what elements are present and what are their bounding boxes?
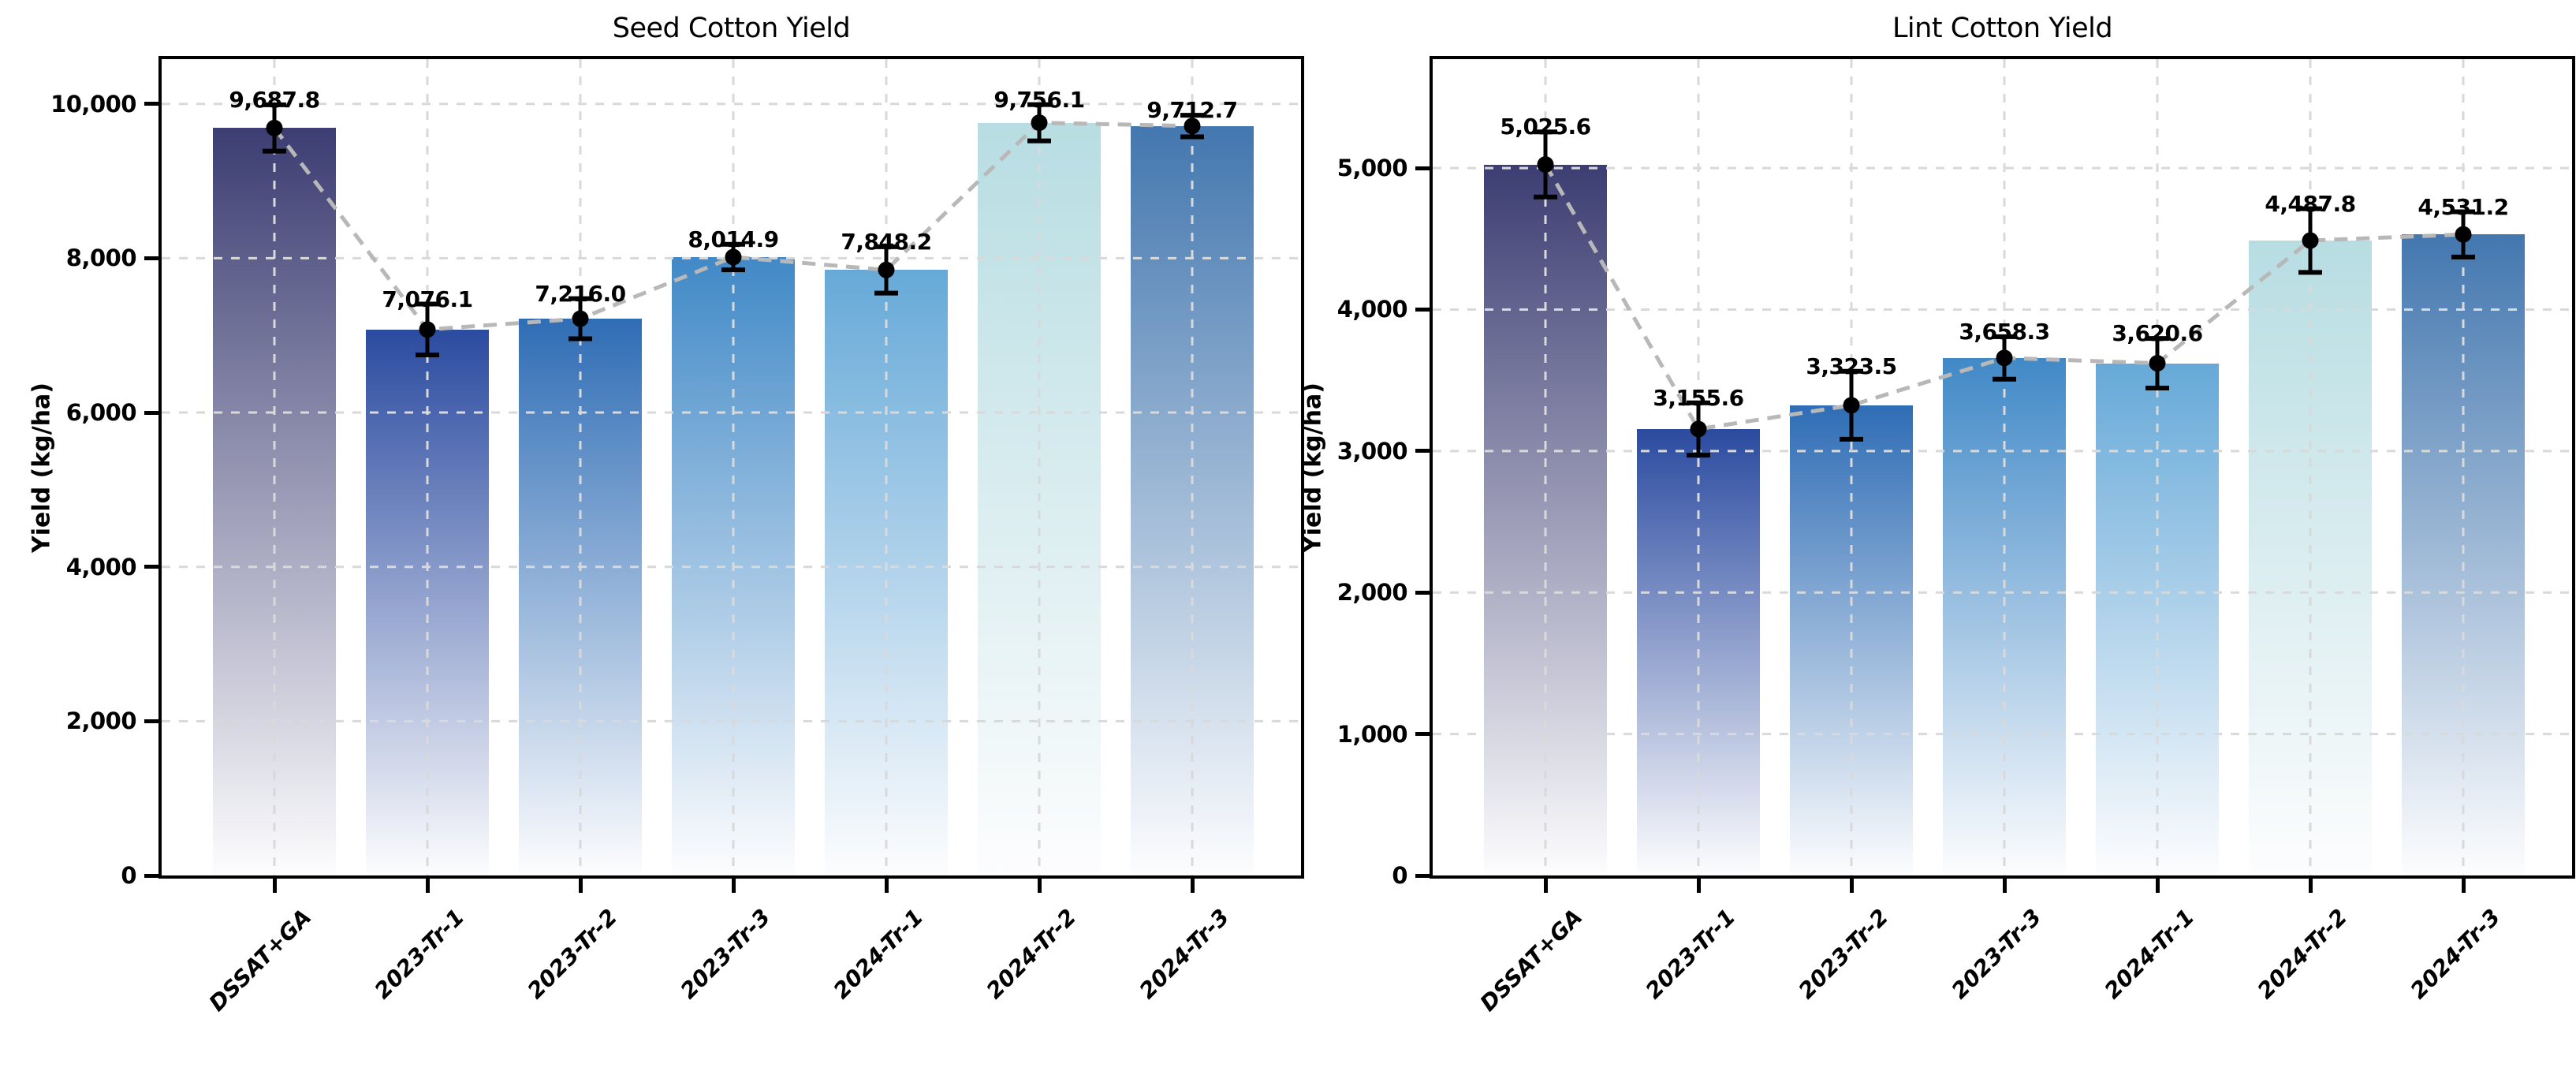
lint-chart-title: Lint Cotton Yield [1892, 13, 2113, 44]
mean-dot-2023-Tr-2 [1843, 397, 1860, 414]
seed-cotton-yield-panel: Seed Cotton Yield Yield (kg/ha) 9,687.8 7… [28, 13, 1304, 1017]
mean-dot-DSSAT+GA [1537, 156, 1554, 174]
y-tick-mark-6000 [144, 410, 158, 415]
x-tick-label-DSSAT+GA: DSSAT+GA [1474, 904, 1588, 1017]
y-tick-mark-8000 [144, 256, 158, 260]
bar-value-label-2023-Tr-2: 7,216.0 [535, 280, 626, 307]
y-tick-label-0: 0 [1392, 862, 1407, 889]
mean-dot-2024-Tr-2 [2302, 232, 2319, 249]
bar-value-label-2024-Tr-2: 9,756.1 [993, 86, 1085, 113]
mean-dot-2023-Tr-2 [572, 310, 589, 327]
bar-value-label-2023-Tr-3: 3,658.3 [1959, 318, 2050, 345]
lint-plot-area: 5,025.6 3,155.6 3,323.5 3,658.3 3,620.6 4,487… [1430, 56, 2575, 879]
x-tick-label-2024-Tr-3: 2024-Tr-3 [2405, 904, 2506, 1004]
bar-value-label-2024-Tr-3: 4,531.2 [2418, 193, 2509, 220]
x-tick-mark-2024-Tr-1 [2155, 879, 2160, 893]
x-tick-label-2024-Tr-1: 2024-Tr-1 [2099, 904, 2200, 1004]
x-tick-mark-2024-Tr-3 [1190, 879, 1195, 893]
y-tick-mark-3000 [1415, 449, 1430, 454]
x-tick-mark-2023-Tr-3 [731, 879, 736, 893]
y-tick-label-1000: 1,000 [1336, 720, 1408, 748]
mean-dot-2024-Tr-3 [1184, 118, 1201, 135]
x-tick-mark-2023-Tr-1 [1696, 879, 1701, 893]
mean-dot-2023-Tr-3 [725, 248, 742, 266]
y-tick-mark-10000 [144, 102, 158, 106]
mean-dot-2024-Tr-1 [878, 261, 895, 278]
y-tick-mark-0 [144, 873, 158, 878]
x-tick-mark-DSSAT+GA [272, 879, 277, 893]
bar-value-label-2024-Tr-2: 4,487.8 [2265, 190, 2356, 217]
lint-cotton-yield-panel: Lint Cotton Yield Yield (kg/ha) 5,025.6 3… [1299, 13, 2575, 1017]
x-tick-label-2023-Tr-1: 2023-Tr-1 [1640, 904, 1741, 1004]
x-tick-mark-2023-Tr-2 [1849, 879, 1854, 893]
x-tick-label-2023-Tr-2: 2023-Tr-2 [1793, 904, 1894, 1004]
mean-dot-2023-Tr-1 [419, 321, 436, 338]
bar-value-label-DSSAT+GA: 9,687.8 [229, 86, 320, 113]
y-tick-mark-0 [1415, 873, 1430, 878]
mean-dot-2023-Tr-1 [1690, 420, 1707, 438]
x-tick-mark-2024-Tr-2 [2308, 879, 2313, 893]
bar-value-label-DSSAT+GA: 5,025.6 [1500, 114, 1591, 140]
y-tick-mark-1000 [1415, 732, 1430, 737]
x-tick-mark-2024-Tr-3 [2461, 879, 2466, 893]
lint-y-axis-label: Yield (kg/ha) [1299, 382, 1327, 553]
x-tick-mark-2023-Tr-2 [578, 879, 583, 893]
y-tick-label-4000: 4,000 [65, 553, 137, 580]
y-tick-label-0: 0 [121, 862, 136, 889]
chart-overlay-0 [162, 59, 1301, 875]
y-tick-label-5000: 5,000 [1336, 155, 1408, 182]
bar-value-label-2024-Tr-1: 7,848.2 [841, 228, 932, 255]
y-tick-label-4000: 4,000 [1336, 296, 1408, 323]
y-tick-label-3000: 3,000 [1336, 437, 1408, 465]
bar-value-label-2023-Tr-1: 3,155.6 [1653, 384, 1744, 411]
y-tick-mark-4000 [144, 565, 158, 569]
x-tick-label-2023-Tr-3: 2023-Tr-3 [1946, 904, 2047, 1004]
x-tick-mark-DSSAT+GA [1543, 879, 1548, 893]
x-tick-mark-2023-Tr-1 [425, 879, 430, 893]
mean-dot-DSSAT+GA [266, 119, 283, 136]
y-tick-label-2000: 2,000 [1336, 579, 1408, 607]
x-tick-label-2024-Tr-2: 2024-Tr-2 [2252, 904, 2353, 1004]
y-tick-label-8000: 8,000 [65, 245, 137, 272]
mean-dot-2023-Tr-3 [1996, 349, 2013, 367]
y-tick-label-6000: 6,000 [65, 399, 137, 427]
x-tick-mark-2024-Tr-2 [1037, 879, 1042, 893]
y-tick-label-2000: 2,000 [65, 707, 137, 735]
chart-overlay-1 [1433, 59, 2572, 875]
seed-chart-title: Seed Cotton Yield [612, 13, 851, 44]
figure-canvas: { "figure": { "background": "#ffffff", "… [28, 13, 2575, 1017]
bar-value-label-2024-Tr-1: 3,620.6 [2112, 320, 2203, 347]
bar-value-label-2023-Tr-1: 7,076.1 [382, 286, 473, 312]
bar-value-label-2023-Tr-3: 8,014.9 [688, 226, 779, 252]
x-tick-mark-2023-Tr-3 [2002, 879, 2007, 893]
x-tick-mark-2024-Tr-1 [884, 879, 889, 893]
y-tick-label-10000: 10,000 [50, 90, 136, 118]
mean-dot-2024-Tr-1 [2149, 355, 2166, 372]
y-tick-mark-5000 [1415, 166, 1430, 170]
mean-dot-2024-Tr-2 [1031, 114, 1048, 132]
bar-2024-Tr-2 [2249, 241, 2372, 875]
y-tick-mark-4000 [1415, 307, 1430, 312]
bar-value-label-2024-Tr-3: 9,712.7 [1146, 97, 1238, 124]
seed-plot-area: 9,687.8 7,076.1 7,216.0 8,014.9 7,848.2 9,756… [158, 56, 1304, 879]
bar-value-label-2023-Tr-2: 3,323.5 [1806, 353, 1897, 379]
mean-dot-2024-Tr-3 [2455, 226, 2472, 243]
y-tick-mark-2000 [144, 719, 158, 723]
y-tick-mark-2000 [1415, 590, 1430, 595]
